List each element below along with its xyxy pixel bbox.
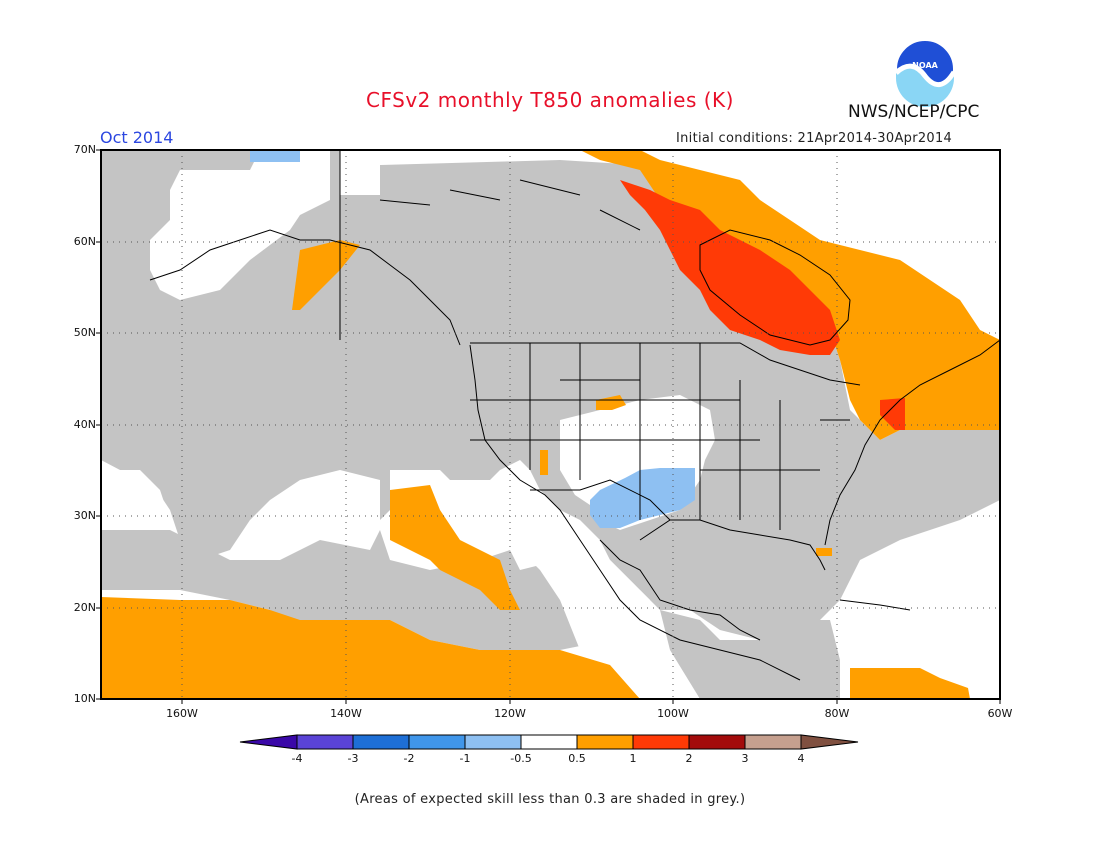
colorbar-swatch bbox=[296, 734, 354, 750]
coastline-mexico bbox=[599, 539, 761, 641]
lon-label-60w: 60W bbox=[987, 707, 1013, 720]
colorbar-tick: 1 bbox=[629, 752, 637, 765]
colorbar-tick: -4 bbox=[291, 752, 303, 765]
coastline-west-us bbox=[469, 344, 801, 681]
lat-label-50n: 50N bbox=[73, 326, 96, 339]
colorbar-swatch bbox=[576, 734, 634, 750]
initial-conditions: Initial conditions: 21Apr2014-30Apr2014 bbox=[676, 131, 953, 146]
lon-label-80w: 80W bbox=[824, 707, 850, 720]
anom-orange-pacific-south bbox=[101, 597, 640, 699]
anom-red-hudson bbox=[620, 180, 840, 355]
skill-note: (Areas of expected skill less than 0.3 a… bbox=[354, 792, 746, 807]
colorbar-arrow-low bbox=[239, 734, 298, 750]
border-us-canada bbox=[470, 342, 861, 386]
colorbar-tick: -2 bbox=[403, 752, 415, 765]
coastline-cuba bbox=[839, 599, 911, 611]
coastline-gulf bbox=[639, 519, 826, 571]
coastlines bbox=[149, 150, 1000, 681]
colorbar-swatch bbox=[744, 734, 802, 750]
lon-label-160w: 160W bbox=[166, 707, 198, 720]
colorbar-tick: 4 bbox=[797, 752, 805, 765]
colorbar-arrow-high bbox=[800, 734, 859, 750]
colorbar-tick: -1 bbox=[459, 752, 471, 765]
colorbar-tick: -3 bbox=[347, 752, 359, 765]
lat-label-30n: 30N bbox=[73, 509, 96, 522]
noaa-logo bbox=[894, 39, 957, 107]
anom-red-northeast bbox=[880, 398, 905, 430]
colorbar-tick: 0.5 bbox=[568, 752, 586, 765]
agency-label: NWS/NCEP/CPC bbox=[848, 102, 980, 122]
white-region-alaska bbox=[150, 150, 330, 300]
coastline-hudson-bay bbox=[699, 229, 851, 346]
noaa-logo-text: NOAA bbox=[912, 61, 938, 70]
colorbar-swatch bbox=[688, 734, 746, 750]
anom-orange-gulf-alaska bbox=[292, 240, 360, 310]
state-lines bbox=[470, 343, 850, 530]
anom-blue-arctic bbox=[250, 150, 300, 162]
colorbar-swatch bbox=[352, 734, 410, 750]
white-region-epac bbox=[101, 470, 170, 520]
colorbar-tick: 3 bbox=[741, 752, 749, 765]
coastline-east-us bbox=[824, 339, 1000, 546]
anom-orange-florida bbox=[816, 548, 832, 556]
colorbar-tick: -0.5 bbox=[510, 752, 532, 765]
colorbar-swatch bbox=[408, 734, 466, 750]
lat-label-70n: 70N bbox=[73, 143, 96, 156]
colorbar-swatch bbox=[520, 734, 578, 750]
lat-label-60n: 60N bbox=[73, 235, 96, 248]
lon-label-100w: 100W bbox=[657, 707, 689, 720]
lon-label-140w: 140W bbox=[330, 707, 362, 720]
lat-label-40n: 40N bbox=[73, 418, 96, 431]
anom-orange-sw-us bbox=[540, 450, 548, 475]
colorbar-swatch bbox=[632, 734, 690, 750]
lat-label-20n: 20N bbox=[73, 601, 96, 614]
border-us-mexico bbox=[530, 479, 671, 521]
anom-orange-colorado bbox=[596, 395, 626, 410]
map-title: CFSv2 monthly T850 anomalies (K) bbox=[366, 88, 734, 112]
colorbar-tick: 2 bbox=[685, 752, 693, 765]
anom-orange-caribbean bbox=[850, 668, 970, 699]
coastline-arctic bbox=[339, 150, 641, 340]
grey-skill-region-3 bbox=[660, 610, 840, 699]
colorbar-swatch bbox=[464, 734, 522, 750]
colorbar bbox=[239, 734, 859, 750]
lat-label-10n: 10N bbox=[73, 692, 96, 705]
lon-label-120w: 120W bbox=[494, 707, 526, 720]
forecast-month: Oct 2014 bbox=[100, 128, 174, 147]
white-region-mexico bbox=[520, 520, 650, 699]
anom-orange-baja bbox=[390, 485, 520, 610]
shaded-regions bbox=[101, 150, 1000, 699]
axis-ticks bbox=[96, 149, 1001, 704]
